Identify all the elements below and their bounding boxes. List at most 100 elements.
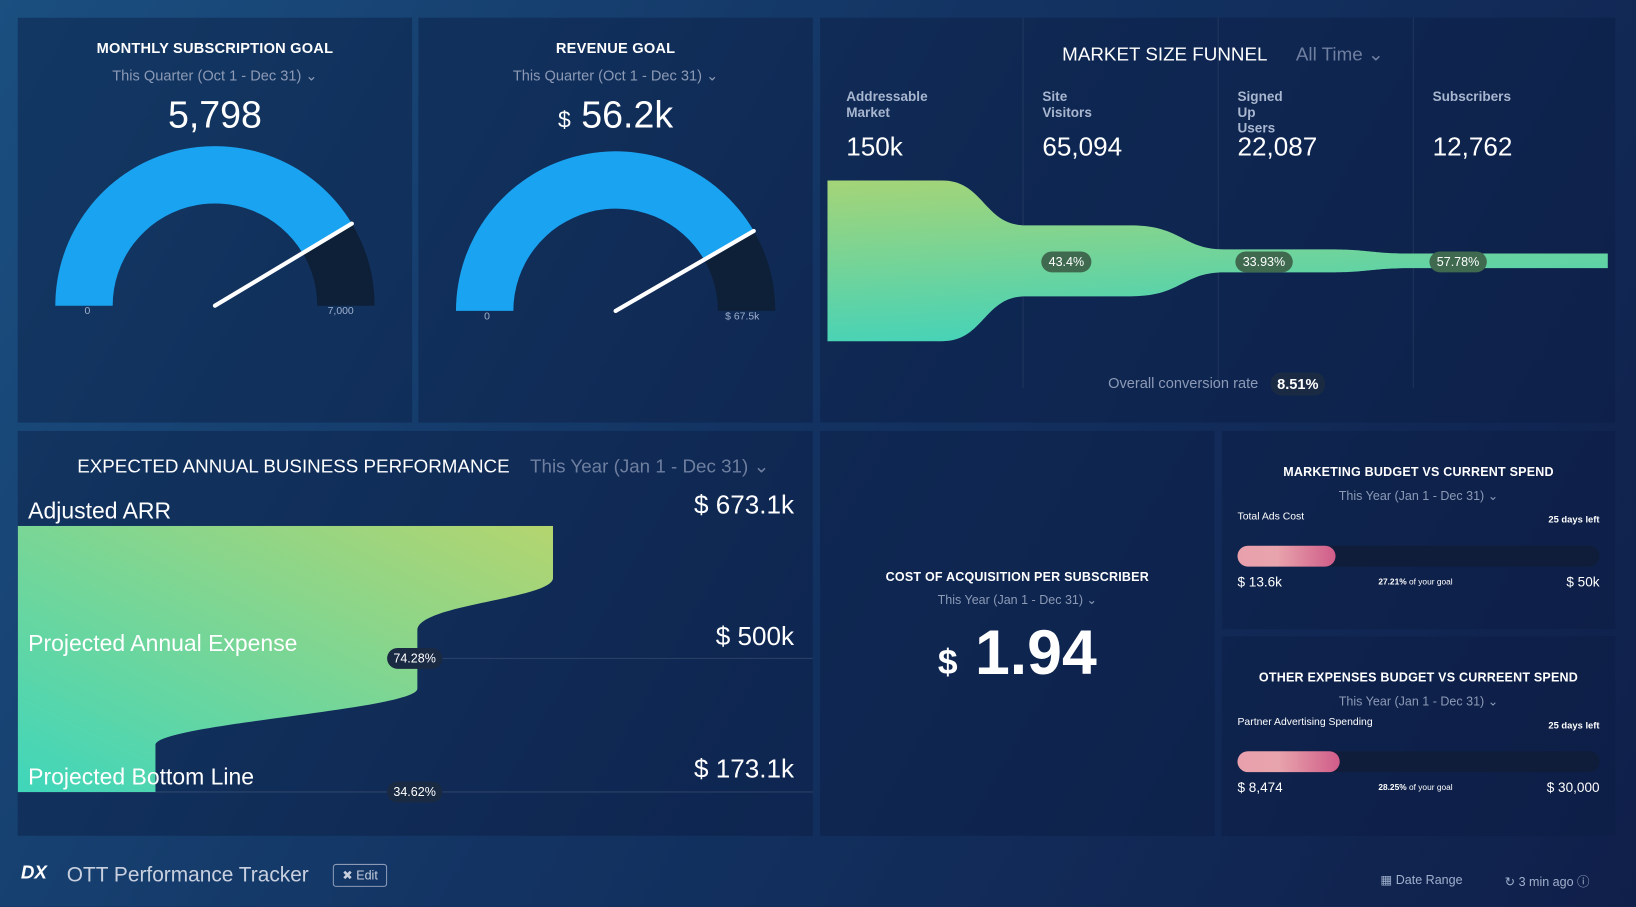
other-expenses-card: OTHER EXPENSES BUDGET VS CURREENT SPEND … <box>1221 636 1616 836</box>
stage-value: 65,094 <box>1042 132 1123 162</box>
gauge-value: 5,798 <box>167 92 262 136</box>
pct: 27.21% <box>1378 577 1407 587</box>
updated-label: 3 min ago <box>1518 874 1574 889</box>
percent-badge: 74.28% <box>387 647 443 669</box>
revenue-goal-card: REVENUE GOAL This Quarter (Oct 1 - Dec 3… <box>418 17 813 423</box>
card-title: MARKET SIZE FUNNEL <box>1062 43 1268 65</box>
subscription-goal-card: MONTHLY SUBSCRIPTION GOAL This Quarter (… <box>17 17 413 423</box>
of-goal: of your goal <box>1408 782 1453 792</box>
funnel-shape <box>827 180 1608 342</box>
card-title: MONTHLY SUBSCRIPTION GOAL <box>96 39 334 57</box>
marketing-budget-card: MARKETING BUDGET VS CURRENT SPEND This Y… <box>1221 430 1616 630</box>
row-label: Projected Annual Expense <box>28 630 298 657</box>
conversion-rate-badge: 33.93% <box>1235 251 1293 273</box>
period-label: This Quarter (Oct 1 - Dec 31) <box>112 66 302 84</box>
metric-label: Partner Advertising Spending <box>1237 716 1373 729</box>
gauge-max: 7,000 <box>327 305 354 318</box>
card-title: OTHER EXPENSES BUDGET VS CURREENT SPEND <box>1258 669 1579 685</box>
funnel-stage: Site Visitors 65,094 <box>1022 17 1122 389</box>
overall-conversion-label: Overall conversion rate <box>1108 374 1259 392</box>
edit-button[interactable]: ✖ Edit <box>332 863 388 887</box>
card-title: COST OF ACQUISITION PER SUBSCRIBER <box>885 569 1149 585</box>
period-dropdown[interactable]: This Quarter (Oct 1 - Dec 31) ⌄ <box>418 67 812 85</box>
stage-label: Signed Up Users <box>1237 88 1283 136</box>
annual-performance-card: EXPECTED ANNUAL BUSINESS PERFORMANCE Thi… <box>17 430 813 836</box>
edit-label: Edit <box>356 868 378 883</box>
date-range-button[interactable]: ▦ Date Range <box>1380 872 1462 887</box>
gauge-fill <box>55 146 352 306</box>
chevron-down-icon: ⌄ <box>1487 693 1499 709</box>
gauge-max: $ 67.5k <box>725 310 760 323</box>
chevron-down-icon: ⌄ <box>305 66 318 84</box>
funnel-stage: Subscribers 12,762 <box>1412 17 1512 389</box>
gauge-fill <box>455 151 754 311</box>
progress-bar <box>1237 545 1600 567</box>
gauge-min: 0 <box>84 305 91 318</box>
chevron-down-icon: ⌄ <box>706 66 719 84</box>
period-label: This Year (Jan 1 - Dec 31) <box>1338 488 1485 503</box>
refresh-status[interactable]: ↻ 3 min ago ⓘ <box>1505 872 1590 890</box>
row-value: $ 500k <box>715 621 795 652</box>
currency: $ <box>937 642 958 683</box>
days-left: 25 days left <box>1548 514 1600 525</box>
wrench-icon: ✖ <box>342 868 353 883</box>
row-label: Adjusted ARR <box>28 497 172 524</box>
stage-value: 150k <box>846 132 903 162</box>
period-dropdown[interactable]: This Quarter (Oct 1 - Dec 31) ⌄ <box>18 67 412 85</box>
goal-value: $ 30,000 <box>1546 779 1600 796</box>
pct: 28.25% <box>1378 782 1407 792</box>
cac-value: $ 1.94 <box>820 617 1214 689</box>
row-value: $ 673.1k <box>693 490 795 520</box>
chevron-down-icon: ⌄ <box>1487 488 1499 503</box>
gauge-value: $ 56.2k <box>418 93 812 137</box>
info-icon: ⓘ <box>1577 874 1590 889</box>
value: 1.94 <box>974 617 1097 688</box>
dashboard-title: OTT Performance Tracker <box>66 863 309 887</box>
progress-fill <box>1237 545 1336 567</box>
conversion-rate-badge: 43.4% <box>1041 251 1092 273</box>
period-dropdown[interactable]: This Year (Jan 1 - Dec 31) ⌄ <box>820 593 1214 608</box>
goal-value: $ 50k <box>1566 573 1600 590</box>
gauge <box>455 151 776 314</box>
progress-bar <box>1237 751 1600 773</box>
funnel-stage: Signed Up Users 22,087 <box>1217 17 1317 389</box>
gauge-needle <box>212 221 354 308</box>
metric-label: Total Ads Cost <box>1237 511 1305 523</box>
goal-percent: 27.21% of your goal <box>1378 577 1452 586</box>
current-value: $ 13.6k <box>1237 573 1282 590</box>
row-label: Projected Bottom Line <box>28 763 255 790</box>
period-dropdown[interactable]: This Year (Jan 1 - Dec 31) ⌄ <box>530 456 769 478</box>
period-label: This Year (Jan 1 - Dec 31) <box>1338 693 1485 709</box>
conversion-rate-badge: 57.78% <box>1429 251 1487 273</box>
current-value: $ 8,474 <box>1237 779 1283 796</box>
gauge-min: 0 <box>484 310 490 323</box>
chevron-down-icon: ⌄ <box>1367 43 1384 65</box>
period-label: This Quarter (Oct 1 - Dec 31) <box>512 66 703 84</box>
period-dropdown[interactable]: This Year (Jan 1 - Dec 31) ⌄ <box>1222 488 1615 503</box>
stage-value: 22,087 <box>1237 132 1318 162</box>
gauge-needle <box>613 228 756 314</box>
cac-card: COST OF ACQUISITION PER SUBSCRIBER This … <box>820 430 1215 836</box>
calendar-icon: ▦ <box>1380 872 1393 887</box>
stage-label: Addressable Market <box>846 88 928 120</box>
refresh-icon: ↻ <box>1504 874 1516 889</box>
period-label: This Year (Jan 1 - Dec 31) <box>530 455 749 477</box>
logo: DX <box>20 861 47 883</box>
currency: $ <box>558 106 571 133</box>
chevron-down-icon: ⌄ <box>753 455 770 477</box>
period-label: All Time <box>1295 43 1363 65</box>
gauge <box>55 146 375 308</box>
period-label: This Year (Jan 1 - Dec 31) <box>937 592 1084 608</box>
goal-percent: 28.25% of your goal <box>1378 783 1452 792</box>
stage-label: Site Visitors <box>1042 88 1092 120</box>
chevron-down-icon: ⌄ <box>1086 592 1098 608</box>
date-range-label: Date Range <box>1395 872 1463 887</box>
percent-badge: 34.62% <box>387 781 443 803</box>
of-goal: of your goal <box>1408 577 1453 587</box>
overall-conversion-value: 8.51% <box>1270 372 1325 396</box>
days-left: 25 days left <box>1548 719 1600 731</box>
stage-value: 12,762 <box>1432 132 1513 162</box>
period-dropdown[interactable]: This Year (Jan 1 - Dec 31) ⌄ <box>1222 694 1615 709</box>
period-dropdown[interactable]: All Time ⌄ <box>1296 44 1384 66</box>
